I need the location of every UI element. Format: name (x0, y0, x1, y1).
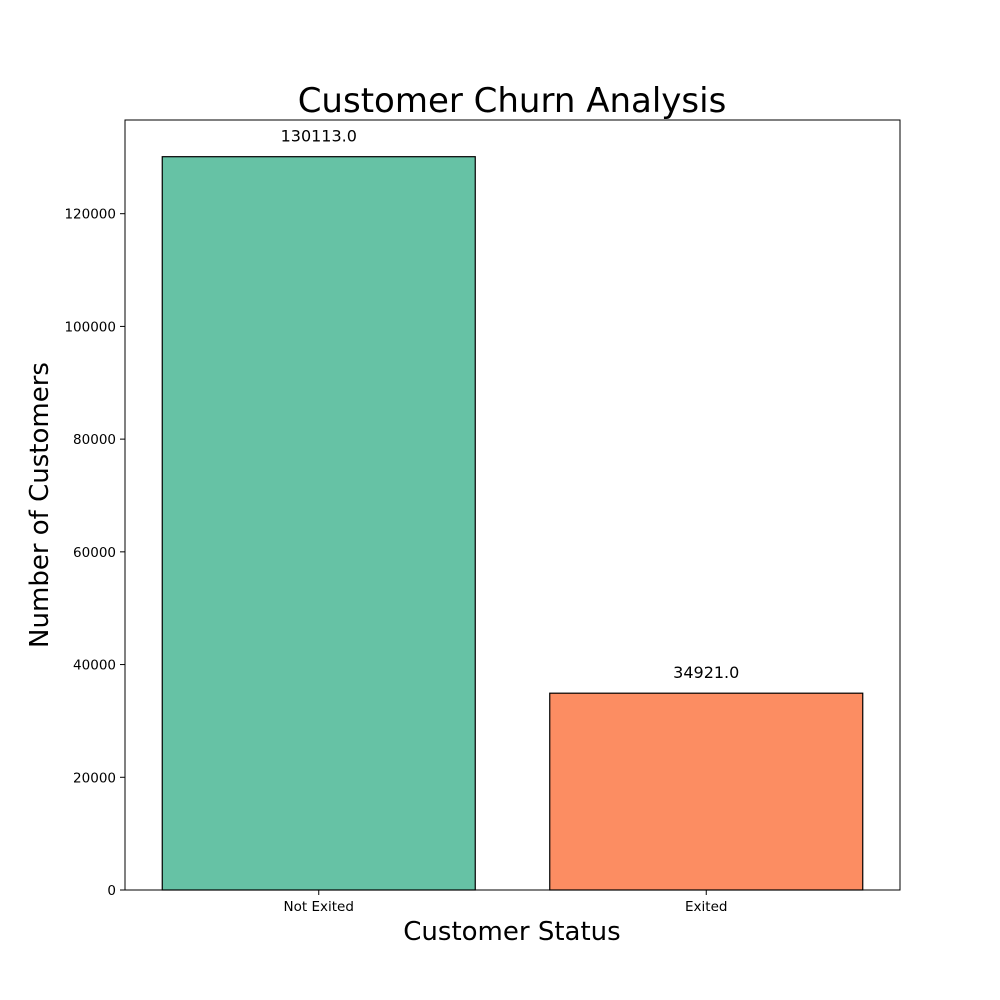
x-tick-label: Not Exited (284, 899, 354, 915)
chart-title: Customer Churn Analysis (298, 81, 727, 121)
bar-exited (549, 692, 864, 891)
plot-frame (124, 119, 901, 891)
y-tick-label: 100000 (64, 319, 116, 335)
y-tick-label: 120000 (64, 207, 116, 223)
y-axis-label: Number of Customers (25, 362, 55, 648)
bar-not-exited (161, 156, 476, 891)
y-tick-label: 20000 (73, 770, 116, 786)
y-tick-label: 40000 (73, 658, 116, 674)
y-tick-label: 60000 (73, 545, 116, 561)
plot-area: 130113.0 Not Exited 34921.0 Exited 0 20000 400… (64, 119, 901, 915)
data-label-exited: 34921.0 (673, 663, 739, 682)
x-tick-label: Exited (685, 899, 727, 915)
x-axis-label: Customer Status (403, 917, 620, 947)
y-tick-label: 80000 (73, 432, 116, 448)
data-label-not-exited: 130113.0 (281, 127, 357, 146)
y-tick-label: 0 (107, 883, 116, 899)
